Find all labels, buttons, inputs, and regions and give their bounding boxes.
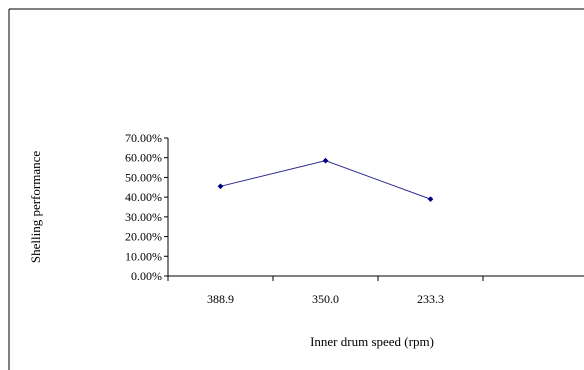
data-point-marker	[322, 157, 329, 164]
y-tick-label: 0.00%	[131, 269, 162, 283]
y-tick-label: 20.00%	[125, 230, 162, 244]
x-axis-title: Inner drum speed (rpm)	[310, 334, 434, 349]
y-tick-label: 30.00%	[125, 210, 162, 224]
y-tick-label: 40.00%	[125, 190, 162, 204]
y-tick-label: 10.00%	[125, 249, 162, 263]
series-line	[220, 160, 431, 200]
y-axis-title: Shelling performance	[28, 151, 43, 263]
series-layer	[217, 157, 434, 203]
y-tick-label: 70.00%	[125, 131, 162, 145]
y-axis-ticks: 0.00% 10.00% 20.00% 30.00% 40.00% 50.00% 60.00…	[125, 131, 168, 283]
x-axis-ticks: 388.9 350.0 233.3	[167, 276, 484, 306]
data-point-marker	[217, 183, 224, 190]
y-tick-label: 50.00%	[125, 170, 162, 184]
data-point-marker	[427, 196, 434, 203]
x-tick-label: 233.3	[417, 292, 444, 306]
x-tick-label: 350.0	[312, 292, 339, 306]
y-tick-label: 60.00%	[125, 151, 162, 165]
x-tick-label: 388.9	[207, 292, 234, 306]
